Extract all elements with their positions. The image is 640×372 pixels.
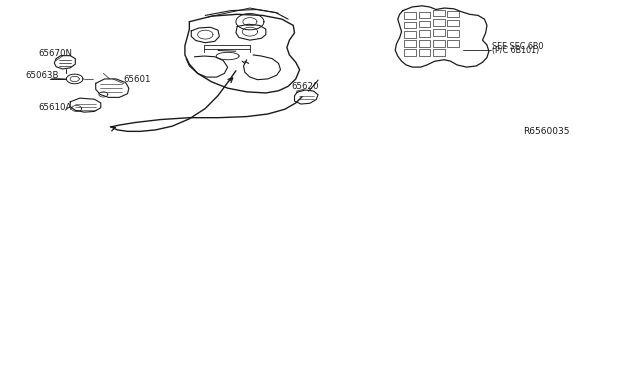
Bar [433,29,445,36]
Bar [404,49,415,56]
Bar [404,40,415,47]
Bar [433,10,445,16]
Bar [433,49,445,56]
Bar [419,30,430,37]
Bar [447,30,459,37]
Text: 65063B: 65063B [26,71,59,80]
Bar [404,31,415,38]
Text: 65670N: 65670N [38,49,72,58]
Bar [419,49,430,56]
Bar [447,40,459,47]
Text: SEE SEC.6B0: SEE SEC.6B0 [492,42,543,51]
Bar [419,40,430,47]
Text: R6560035: R6560035 [523,127,569,136]
Bar [447,11,459,17]
Bar [447,20,459,26]
Bar [404,22,415,28]
Bar [433,19,445,26]
Bar [433,40,445,47]
Bar [404,13,415,19]
Text: (P/C 6B101): (P/C 6B101) [492,46,540,55]
Bar [419,20,430,27]
Text: 65610A: 65610A [38,103,72,112]
Text: 65620: 65620 [291,82,319,91]
Bar [419,12,430,18]
Text: 65601: 65601 [124,75,151,84]
